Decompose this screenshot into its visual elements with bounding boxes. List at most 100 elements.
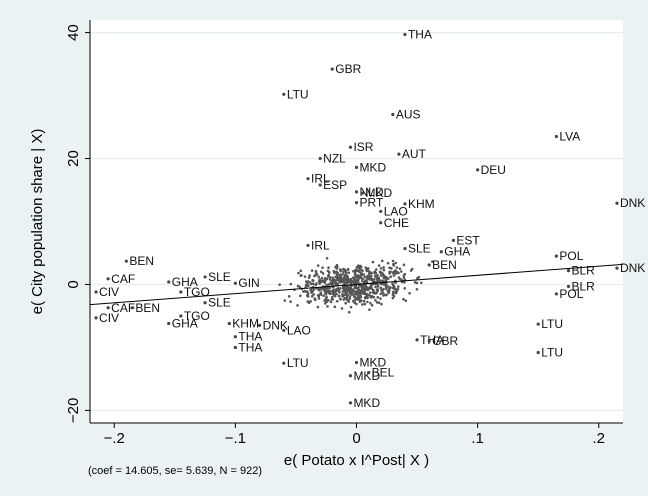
data-point <box>439 250 443 254</box>
cloud-point <box>346 286 350 290</box>
point-label: POL <box>559 287 583 301</box>
point-label: DNK <box>620 196 645 210</box>
data-point <box>203 301 207 305</box>
cloud-point <box>343 281 347 285</box>
cloud-point <box>369 286 373 290</box>
data-point <box>476 168 480 172</box>
cloud-point <box>343 269 347 273</box>
cloud-point <box>334 265 337 269</box>
cloud-point <box>323 288 327 291</box>
cloud-point <box>371 278 374 282</box>
cloud-point <box>370 271 373 275</box>
plot-area <box>90 20 623 423</box>
cloud-point <box>341 272 345 276</box>
point-label: TGO <box>184 309 210 323</box>
cloud-point <box>379 297 382 300</box>
point-label: CIV <box>99 311 119 325</box>
cloud-point <box>278 283 281 286</box>
cloud-point <box>304 290 308 293</box>
cloud-point <box>327 266 330 270</box>
point-label: AUT <box>402 147 427 161</box>
y-tick-label: −20 <box>65 398 82 423</box>
cloud-point <box>343 286 347 290</box>
cloud-point <box>400 270 403 273</box>
point-label: MKD <box>353 369 380 383</box>
cloud-point <box>362 281 366 284</box>
cloud-point <box>304 280 308 283</box>
cloud-point <box>379 267 383 270</box>
cloud-point <box>353 295 357 299</box>
cloud-point <box>346 267 350 271</box>
cloud-point <box>317 295 321 298</box>
cloud-point <box>392 294 396 298</box>
data-point <box>282 361 286 365</box>
cloud-point <box>391 286 395 290</box>
data-point <box>318 183 322 187</box>
cloud-point <box>356 290 359 294</box>
cloud-point <box>333 305 337 309</box>
point-label: LTU <box>287 356 309 370</box>
cloud-point <box>327 291 331 294</box>
cloud-point <box>371 291 375 294</box>
data-point <box>106 306 110 310</box>
data-point <box>397 152 401 156</box>
cloud-point <box>340 280 344 283</box>
cloud-point <box>287 295 291 298</box>
cloud-point <box>304 283 308 287</box>
cloud-point <box>350 279 353 283</box>
cloud-point <box>317 275 321 279</box>
cloud-point <box>356 279 360 283</box>
cloud-point <box>328 271 331 274</box>
cloud-point <box>357 286 360 290</box>
x-tick-label: −.1 <box>225 430 246 447</box>
cloud-point <box>396 287 400 291</box>
cloud-point <box>359 276 363 280</box>
point-label: BLR <box>571 264 595 278</box>
cloud-point <box>334 288 338 291</box>
cloud-point <box>380 302 383 306</box>
cloud-point <box>340 307 344 310</box>
cloud-point <box>377 278 381 282</box>
point-label: BEN <box>432 258 457 272</box>
cloud-point <box>332 269 336 273</box>
cloud-point <box>379 292 382 296</box>
regression-note: (coef = 14.605, se= 5.639, N = 922) <box>88 465 262 477</box>
data-point <box>94 316 98 320</box>
cloud-point <box>382 287 385 291</box>
cloud-point <box>366 296 369 300</box>
cloud-point <box>303 275 307 278</box>
point-label: MKD <box>360 160 387 174</box>
data-point <box>282 92 286 96</box>
x-tick-label: .1 <box>471 430 484 447</box>
x-tick-label: 0 <box>352 430 360 447</box>
cloud-point <box>317 297 321 300</box>
cloud-point <box>370 274 373 278</box>
cloud-point <box>408 291 411 295</box>
point-label: CAF <box>111 301 135 315</box>
data-point <box>360 191 365 195</box>
cloud-point <box>339 269 343 273</box>
data-point <box>167 280 171 284</box>
cloud-point <box>374 271 377 274</box>
cloud-point <box>324 297 328 301</box>
cloud-point <box>326 305 329 308</box>
cloud-point <box>377 264 381 267</box>
cloud-point <box>298 285 302 289</box>
data-point <box>354 360 359 365</box>
cloud-point <box>335 299 339 303</box>
cloud-point <box>387 291 390 295</box>
cloud-point <box>402 276 406 279</box>
cloud-point <box>345 281 349 285</box>
data-point <box>233 335 237 339</box>
cloud-point <box>312 293 315 296</box>
point-label: MKD <box>353 396 380 410</box>
cloud-point <box>358 300 362 304</box>
cloud-point <box>382 268 386 272</box>
cloud-point <box>339 297 342 301</box>
point-label: MKD <box>366 186 393 200</box>
cloud-point <box>321 266 324 269</box>
cloud-point <box>356 264 360 267</box>
cloud-point <box>390 267 393 270</box>
cloud-point <box>376 296 380 299</box>
